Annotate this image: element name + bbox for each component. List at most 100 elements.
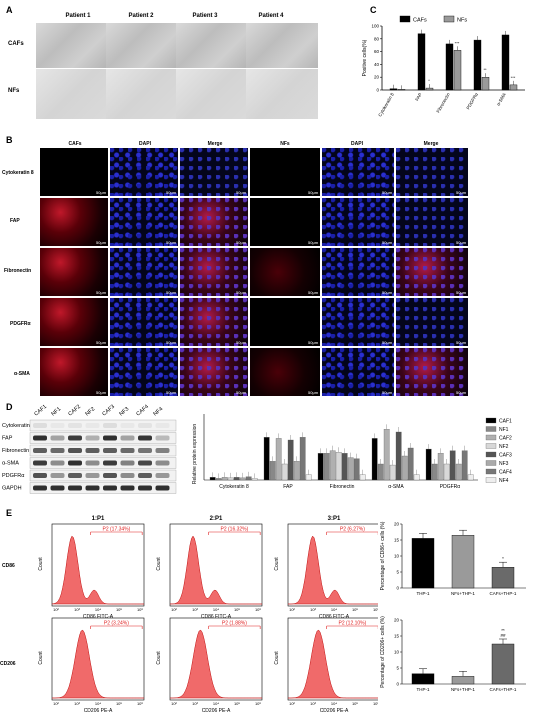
blot-band (68, 448, 82, 453)
blot-lane-label: CAF1 (33, 404, 48, 418)
fap-cafs-image (40, 198, 108, 246)
ck8-nfs-dapi-image (322, 148, 394, 196)
flow-xlabel: CD206 PE-A (320, 708, 349, 714)
d-bar-caf3 (341, 453, 348, 481)
blot-lane-label: NF3 (118, 406, 130, 417)
d-bar-nf4 (413, 474, 420, 481)
flow-gate-label: P2 (12.10%) (339, 621, 367, 627)
flow-xtick: 10⁶ (373, 701, 378, 706)
c-xlabel: PDGFRα (465, 92, 479, 111)
d-legend-swatch (485, 460, 497, 466)
ck8-nfs-image (250, 148, 320, 196)
flow-histogram (288, 535, 378, 605)
flow-xtick: 10² (289, 607, 295, 612)
flow-xtick: 10⁶ (255, 701, 261, 706)
col-label-merge-1: Merge (207, 141, 223, 147)
blot-band (33, 485, 47, 491)
c-bar-cafs (473, 39, 482, 91)
d-legend-label: NF4 (499, 478, 509, 484)
ck8-dapi-image (110, 148, 178, 196)
scale-label: 50μm (308, 390, 319, 395)
d-legend-label: CAF3 (499, 453, 512, 459)
flow-histogram (52, 629, 144, 699)
d-legend-swatch (485, 426, 497, 432)
flow-xtick: 10⁵ (352, 701, 358, 706)
blot-band (85, 423, 100, 428)
blot-band (155, 473, 170, 478)
flow-xlabel: CD206 PE-A (202, 708, 231, 714)
blot-band (85, 435, 100, 441)
scale-label: 50μm (382, 190, 393, 195)
fap-dapi-image (110, 198, 178, 246)
asma-dapi-image (110, 348, 178, 396)
e-ytick-label: 15 (394, 538, 400, 543)
scale-label: 50μm (382, 390, 393, 395)
c-significance: * (428, 78, 430, 83)
ck8-nfs-merge-image (396, 148, 468, 196)
scale-label: 50μm (166, 240, 177, 245)
flow-xtick: 10³ (310, 607, 316, 612)
d-bar-nf2 (443, 463, 450, 481)
c-legend-label: NFs (457, 18, 467, 24)
pdgfra-nfs-dapi-image (322, 298, 394, 346)
micrograph-nfs-p1 (36, 69, 106, 119)
scale-label: 50μm (236, 390, 247, 395)
flow-xtick: 10⁶ (137, 607, 143, 612)
col-label-merge-2: Merge (423, 141, 439, 147)
flow-xtick: 10² (53, 701, 59, 706)
c-bar-nfs (453, 50, 462, 91)
scale-label: 50μm (308, 290, 319, 295)
blot-band (68, 423, 82, 428)
flow-histogram (169, 535, 262, 605)
d-bar-nf2 (281, 463, 288, 481)
e-xlabel: THP-1 (416, 591, 429, 596)
fibronectin-nfs-image (250, 248, 320, 296)
flow-xtick: 10² (53, 607, 59, 612)
flow-xtick: 10² (171, 607, 177, 612)
e-bar (451, 535, 475, 589)
c-bar-cafs (501, 34, 510, 91)
col-label-dapi-2: DAPI (351, 141, 363, 147)
row-label-ck8: Cytokeratin 8 (2, 170, 34, 176)
e-bar (491, 567, 515, 589)
flow-xtick: 10³ (74, 607, 80, 612)
blot-band (155, 435, 170, 441)
c-xlabel: Fibronectin (435, 92, 451, 114)
flow-xtick: 10³ (74, 701, 80, 706)
c-xlabel: Cytokeratin 8 (377, 92, 395, 118)
d-bar-nf2 (227, 477, 234, 481)
blot-band (68, 485, 82, 491)
micrograph-cafs-p2 (106, 23, 176, 68)
panel-label-e: E (6, 508, 13, 518)
flow-title: 1:P1 (92, 516, 105, 522)
d-bar-caf1 (371, 438, 378, 481)
flow-ylabel: Count (274, 651, 280, 665)
d-legend-swatch (485, 417, 497, 424)
blot-band (155, 448, 170, 453)
d-legend-label: CAF1 (499, 419, 512, 425)
micrograph-nfs-p2 (106, 69, 176, 119)
d-bar-nf2 (335, 452, 342, 481)
e-ytick-label: 5 (396, 570, 399, 575)
e-significance: ** (501, 628, 505, 633)
western-blot: CAF1 NF1 CAF2 NF2 CAF3 NF3 CAF4 NF4 Cytokeratin… (2, 404, 177, 494)
e-xlabel: CAFs+THP-1 (490, 687, 517, 692)
c-bar-cafs (389, 88, 398, 91)
fap-nfs-dapi-image (322, 198, 394, 246)
d-bar-caf2 (275, 438, 282, 481)
d-legend-label: NF3 (499, 461, 509, 467)
d-ylabel: Relative protein expression (192, 424, 198, 485)
scale-label: 50μm (96, 190, 107, 195)
ck8-merge-image (180, 148, 248, 196)
d-bar-caf1 (425, 448, 432, 481)
d-bar-caf2 (329, 450, 336, 481)
chart-e: Percentage of CD86+ cells (%) 0 5 10 15 20 THP… (380, 521, 526, 692)
d-bar-caf2 (437, 453, 444, 481)
chart-c: CAFs NFs Positive cells(%) 0 20 40 60 80 100 *… (362, 15, 525, 118)
flow-frame (51, 523, 145, 607)
blot-band (120, 460, 135, 466)
blot-band (50, 435, 65, 441)
blot-band (120, 448, 135, 453)
e-significance: ## (500, 633, 506, 638)
scale-label: 50μm (456, 190, 467, 195)
